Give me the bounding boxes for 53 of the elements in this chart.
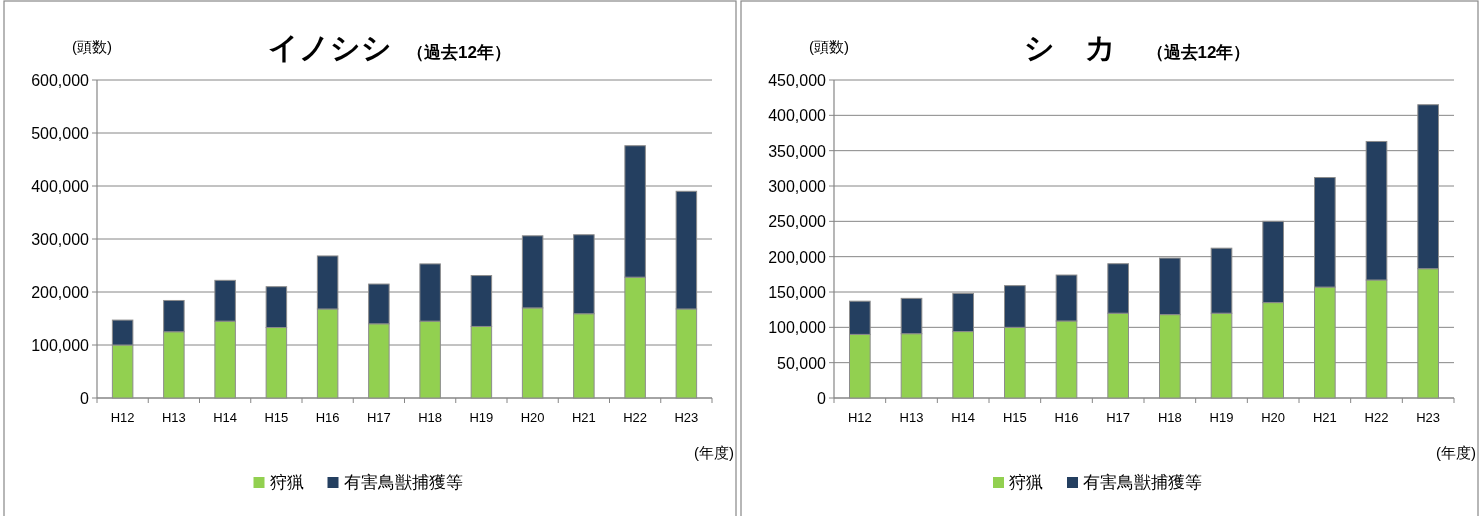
y-tick-label: 100,000	[768, 319, 827, 337]
y-tick-label: 200,000	[768, 248, 827, 266]
x-tick-label: H14	[951, 410, 976, 425]
legend-label: 狩猟	[269, 473, 304, 492]
legend-label: 狩猟	[1009, 473, 1043, 492]
y-tick-label: 200,000	[31, 284, 90, 301]
x-tick-label: H22	[1364, 410, 1389, 425]
x-tick-label: H13	[161, 410, 186, 425]
y-tick-label: 300,000	[31, 231, 90, 248]
y-tick-label: 0	[817, 390, 827, 407]
x-tick-label: H15	[264, 410, 289, 425]
x-tick-label: H13	[899, 410, 924, 425]
y-tick-label: 300,000	[768, 178, 827, 195]
x-tick-label: H14	[213, 410, 238, 425]
x-axis-title: (年度)	[1436, 444, 1476, 461]
x-tick-label: H19	[1209, 410, 1234, 425]
x-tick-label: H15	[1002, 410, 1027, 425]
x-tick-label: H12	[847, 410, 872, 425]
x-tick-label: H20	[1261, 410, 1286, 425]
x-tick-label: H21	[1312, 410, 1337, 425]
x-tick-label: H16	[315, 410, 340, 425]
y-axis-title: (頭数)	[809, 38, 849, 55]
chart-title: シ カ	[1023, 31, 1116, 64]
y-axis-title: (頭数)	[72, 38, 112, 55]
y-tick-label: 350,000	[768, 142, 827, 160]
y-tick-label: 150,000	[768, 284, 827, 301]
x-tick-label: H22	[623, 410, 648, 425]
x-tick-label: H12	[110, 410, 135, 425]
chart-title: イノシシ	[268, 31, 392, 64]
x-tick-label: H21	[571, 410, 596, 425]
legend-label: 有害鳥獣捕獲等	[343, 473, 463, 492]
chart-subtitle: （過去12年）	[1146, 43, 1251, 62]
x-tick-label: H18	[1157, 410, 1182, 425]
x-tick-label: H20	[520, 410, 545, 425]
y-tick-label: 600,000	[31, 72, 90, 89]
y-tick-label: 500,000	[31, 125, 90, 142]
y-tick-label: 450,000	[768, 72, 827, 89]
x-tick-label: H17	[1106, 410, 1131, 425]
legend-label: 有害鳥獣捕獲等	[1083, 473, 1202, 492]
y-tick-label: 50,000	[777, 354, 827, 372]
x-axis-title: (年度)	[694, 444, 734, 461]
y-tick-label: 250,000	[768, 213, 827, 231]
y-tick-label: 0	[80, 390, 90, 407]
y-tick-label: 400,000	[768, 107, 827, 125]
x-tick-label: H19	[469, 410, 494, 425]
y-tick-label: 100,000	[31, 337, 90, 354]
x-tick-label: H17	[366, 410, 391, 425]
x-tick-label: H16	[1054, 410, 1079, 425]
x-tick-label: H18	[418, 410, 443, 425]
y-tick-label: 400,000	[31, 178, 90, 195]
chart-subtitle: （過去12年）	[407, 43, 511, 62]
x-tick-label: H23	[674, 410, 699, 425]
x-tick-label: H23	[1416, 410, 1441, 425]
